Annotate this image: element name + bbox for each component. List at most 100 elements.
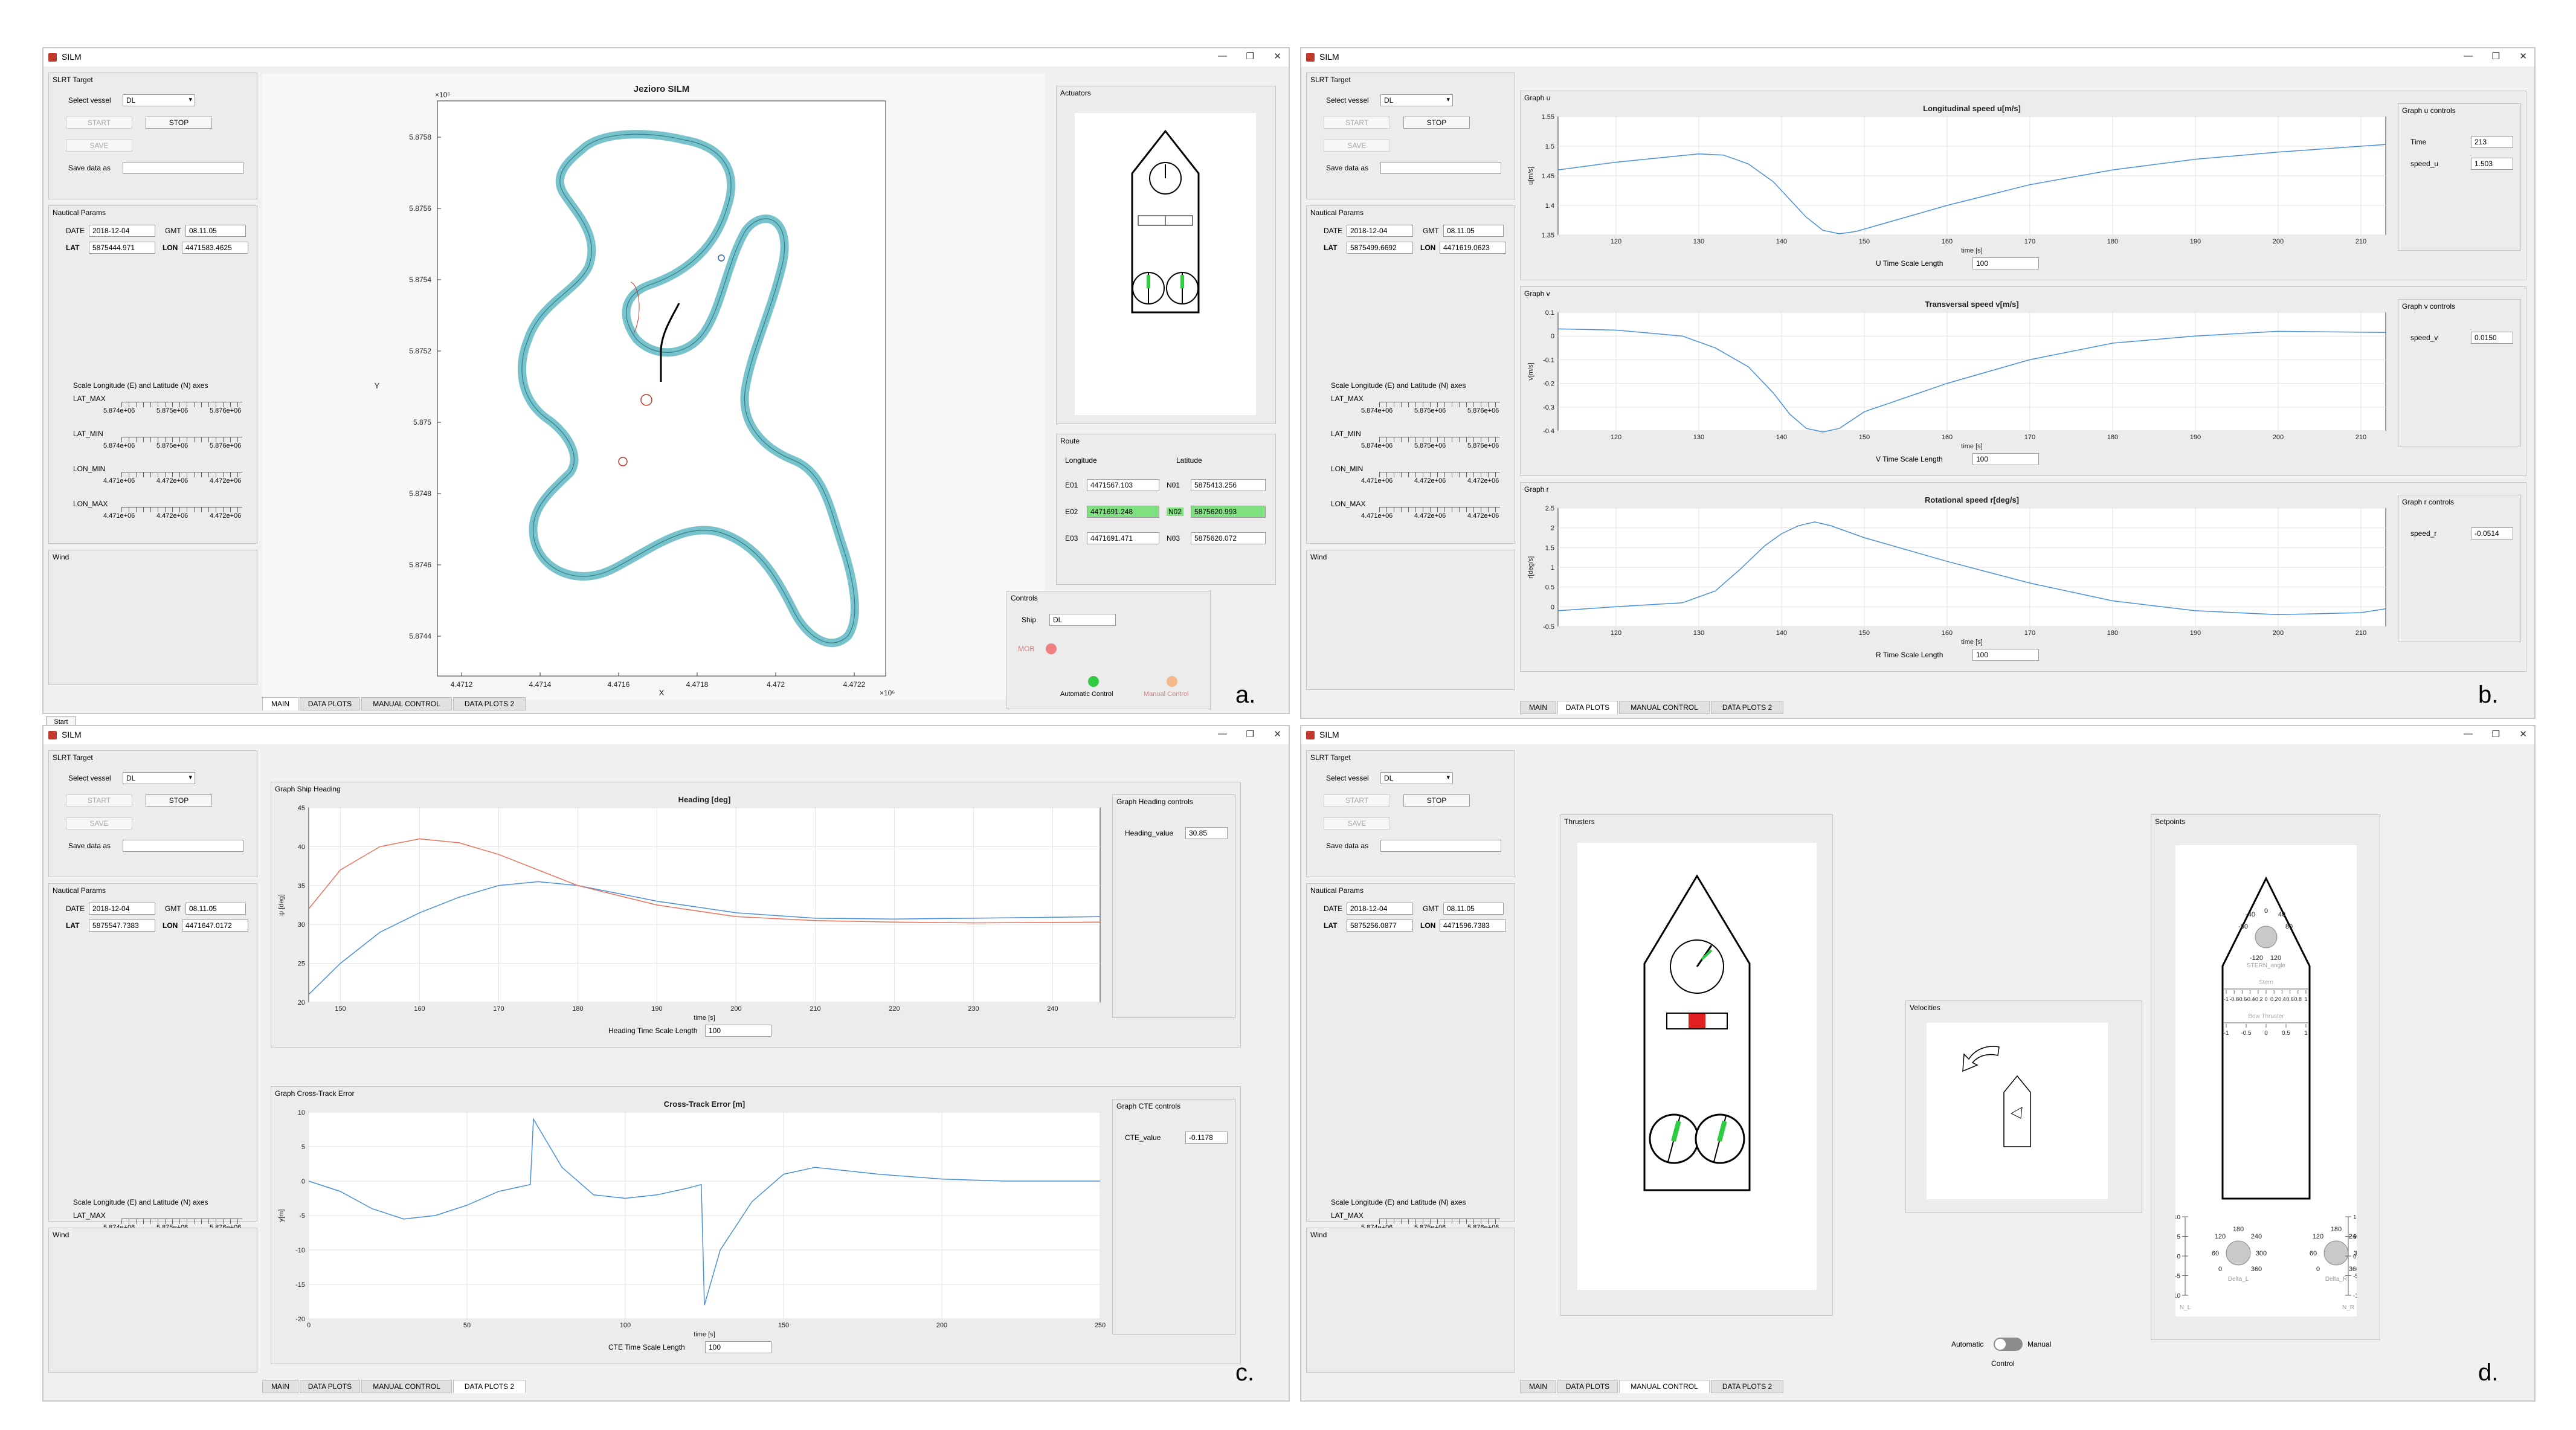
tab-data-plots[interactable]: DATA PLOTS [1557,1380,1618,1393]
tab-main[interactable]: MAIN [1520,701,1556,714]
waypoint-marker [618,457,628,466]
ship-field[interactable]: DL [1049,614,1116,626]
gmt-field[interactable]: 08.11.05 [185,903,246,915]
gmt-field[interactable]: 08.11.05 [1443,903,1504,915]
close-button[interactable]: ✕ [2519,729,2527,739]
save-button[interactable]: SAVE [66,817,132,829]
save-data-input[interactable] [1380,162,1501,174]
start-button[interactable]: START [66,117,132,129]
tab-data-plots-2[interactable]: DATA PLOTS 2 [453,1380,526,1393]
save-button[interactable]: SAVE [1324,140,1390,152]
lat-field[interactable]: 5875256.0877 [1347,920,1413,932]
scale-slider-lat-max[interactable]: 5.874e+06 5.875e+06 5.876e+06 [1361,399,1500,416]
date-field[interactable]: 2018-12-04 [89,903,155,915]
scale-slider-lon-max[interactable]: 4.471e+06 4.472e+06 4.472e+06 [1361,504,1500,521]
vessel-select[interactable]: DL [1380,772,1453,784]
stop-button[interactable]: STOP [146,117,212,129]
stop-button[interactable]: STOP [1403,117,1470,129]
stop-button[interactable]: STOP [146,794,212,807]
minimize-button[interactable]: — [1218,729,1227,739]
scale-slider-lon-min[interactable]: 4.471e+06 4.472e+06 4.472e+06 [1361,469,1500,486]
tab-main[interactable]: MAIN [262,697,298,710]
save-data-input[interactable] [123,162,243,174]
scale-slider-lon-max[interactable]: 4.471e+06 4.472e+06 4.472e+06 [103,504,242,521]
save-button[interactable]: SAVE [66,140,132,152]
lon-field[interactable]: 4471583.4625 [182,242,248,254]
tab-main[interactable]: MAIN [262,1380,298,1393]
gmt-field[interactable]: 08.11.05 [1443,225,1504,237]
lon-field[interactable]: 4471596.7383 [1440,920,1506,932]
slrt-target-panel: SLRT Target Select vessel DL START STOP SAVE S… [48,72,257,199]
scale-slider-lat-min[interactable]: 5.874e+06 5.875e+06 5.876e+06 [103,434,242,451]
bow-slider-tick: -0.5 [2241,1030,2252,1037]
tab-data-plots-2[interactable]: DATA PLOTS 2 [1711,701,1783,714]
mob-indicator[interactable] [1046,643,1057,654]
route-longitude[interactable]: 4471691.471 [1087,532,1159,544]
maximize-button[interactable]: ❐ [1246,729,1254,739]
stop-button[interactable]: STOP [1403,794,1470,807]
date-field[interactable]: 2018-12-04 [1347,225,1413,237]
time-scale-input[interactable]: 100 [1972,649,2039,661]
maximize-button[interactable]: ❐ [2491,51,2500,62]
manual-control-indicator[interactable] [1167,676,1177,687]
lon-field[interactable]: 4471647.0172 [182,920,248,932]
close-button[interactable]: ✕ [1274,51,1281,62]
save-data-input[interactable] [1380,840,1501,852]
vessel-select[interactable]: DL [123,772,195,784]
route-latitude[interactable]: 5875620.072 [1191,532,1266,544]
time-scale-input[interactable]: 100 [1972,257,2039,269]
start-button[interactable]: START [1324,794,1390,807]
vessel-select[interactable]: DL [1380,94,1453,106]
start-button[interactable]: START [1324,117,1390,129]
control-mode-toggle[interactable] [1994,1338,2023,1351]
tab-manual-control[interactable]: MANUAL CONTROL [361,1380,452,1393]
date-field[interactable]: 2018-12-04 [1347,903,1413,915]
route-latitude[interactable]: 5875413.256 [1191,479,1266,491]
tab-main[interactable]: MAIN [1520,1380,1556,1393]
lat-field[interactable]: 5875499.6692 [1347,242,1413,254]
minimize-button[interactable]: — [2464,729,2473,739]
control-value[interactable]: 213 [2471,136,2513,148]
time-scale-input[interactable]: 100 [705,1025,771,1037]
scale-slider-lat-max[interactable]: 5.874e+06 5.875e+06 5.876e+06 [103,399,242,416]
close-button[interactable]: ✕ [2519,51,2527,62]
tab-manual-control[interactable]: MANUAL CONTROL [361,697,452,710]
time-scale-input[interactable]: 100 [1972,453,2039,465]
maximize-button[interactable]: ❐ [2491,729,2500,739]
lat-field[interactable]: 5875547.7383 [89,920,155,932]
route-latitude[interactable]: 5875620.993 [1191,506,1266,518]
tab-data-plots[interactable]: DATA PLOTS [1557,701,1618,714]
lon-field[interactable]: 4471619.0623 [1440,242,1506,254]
control-value[interactable]: 30.85 [1185,827,1228,839]
tab-data-plots-2[interactable]: DATA PLOTS 2 [453,697,526,710]
control-value[interactable]: 0.0150 [2471,332,2513,344]
minimize-button[interactable]: — [2464,51,2473,61]
scale-slider-lat-min[interactable]: 5.874e+06 5.875e+06 5.876e+06 [1361,434,1500,451]
start-button[interactable]: START [66,794,132,807]
lon-label: LON [163,243,178,252]
route-longitude[interactable]: 4471567.103 [1087,479,1159,491]
save-button[interactable]: SAVE [1324,817,1390,829]
title-bar: SILM — ❐ ✕ [1301,726,2534,744]
tab-manual-control[interactable]: MANUAL CONTROL [1619,701,1710,714]
tab-data-plots[interactable]: DATA PLOTS [300,1380,360,1393]
y-tick-label: 5.8756 [409,204,431,213]
scale-slider-lon-min[interactable]: 4.471e+06 4.472e+06 4.472e+06 [103,469,242,486]
minimize-button[interactable]: — [1218,51,1227,61]
save-data-input[interactable] [123,840,243,852]
automatic-control-indicator[interactable] [1088,676,1099,687]
maximize-button[interactable]: ❐ [1246,51,1254,62]
control-value[interactable]: -0.0514 [2471,527,2513,539]
control-value[interactable]: 1.503 [2471,158,2513,170]
gmt-field[interactable]: 08.11.05 [185,225,246,237]
time-scale-input[interactable]: 100 [705,1341,771,1353]
lat-field[interactable]: 5875444.971 [89,242,155,254]
tab-data-plots-2[interactable]: DATA PLOTS 2 [1711,1380,1783,1393]
tab-manual-control[interactable]: MANUAL CONTROL [1619,1380,1710,1393]
route-longitude[interactable]: 4471691.248 [1087,506,1159,518]
vessel-select[interactable]: DL [123,94,195,106]
close-button[interactable]: ✕ [1274,729,1281,739]
date-field[interactable]: 2018-12-04 [89,225,155,237]
tab-data-plots[interactable]: DATA PLOTS [300,697,360,710]
control-value[interactable]: -0.1178 [1185,1132,1228,1144]
